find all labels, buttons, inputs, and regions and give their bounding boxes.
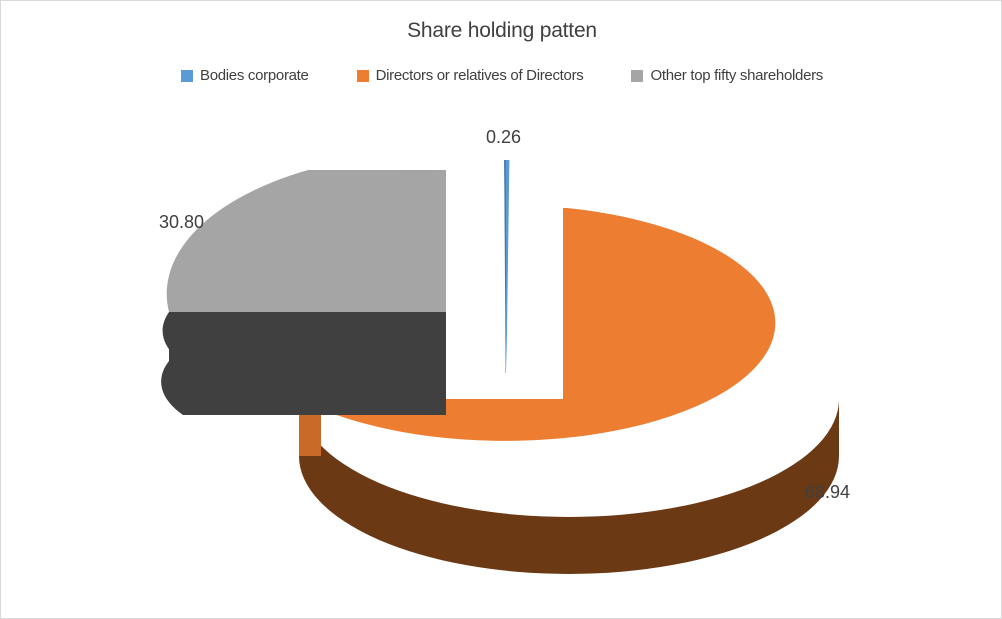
pie-slice-directors-top bbox=[299, 208, 776, 441]
legend-swatch-blue-icon bbox=[180, 69, 193, 82]
legend-label-other-shareholders: Other top fifty shareholders bbox=[650, 67, 824, 84]
legend-item-bodies-corporate[interactable]: Bodies corporate bbox=[180, 67, 309, 84]
chart-legend: Bodies corporate Directors or relatives … bbox=[1, 67, 1001, 84]
legend-swatch-gray-icon bbox=[631, 69, 644, 82]
data-label-other-shareholders: 30.80 bbox=[159, 212, 205, 232]
pie-slice-directors-side bbox=[299, 399, 839, 574]
pie-slice-other-shareholders-base bbox=[161, 312, 183, 415]
legend-item-directors[interactable]: Directors or relatives of Directors bbox=[356, 67, 584, 84]
chart-title: Share holding patten bbox=[407, 19, 597, 42]
legend-swatch-orange-icon bbox=[356, 69, 369, 82]
pie-slice-bodies-corporate-side bbox=[504, 160, 506, 373]
data-label-bodies-corporate: 0.26 bbox=[486, 127, 522, 147]
data-label-directors: 68.94 bbox=[805, 482, 851, 502]
legend-label-bodies-corporate: Bodies corporate bbox=[199, 67, 309, 84]
legend-item-other-shareholders[interactable]: Other top fifty shareholders bbox=[631, 67, 823, 84]
legend-label-directors: Directors or relatives of Directors bbox=[375, 67, 584, 84]
pie-slice-other-shareholders-top-arc bbox=[169, 170, 446, 312]
pie-slice-other-shareholders-side bbox=[169, 312, 446, 415]
